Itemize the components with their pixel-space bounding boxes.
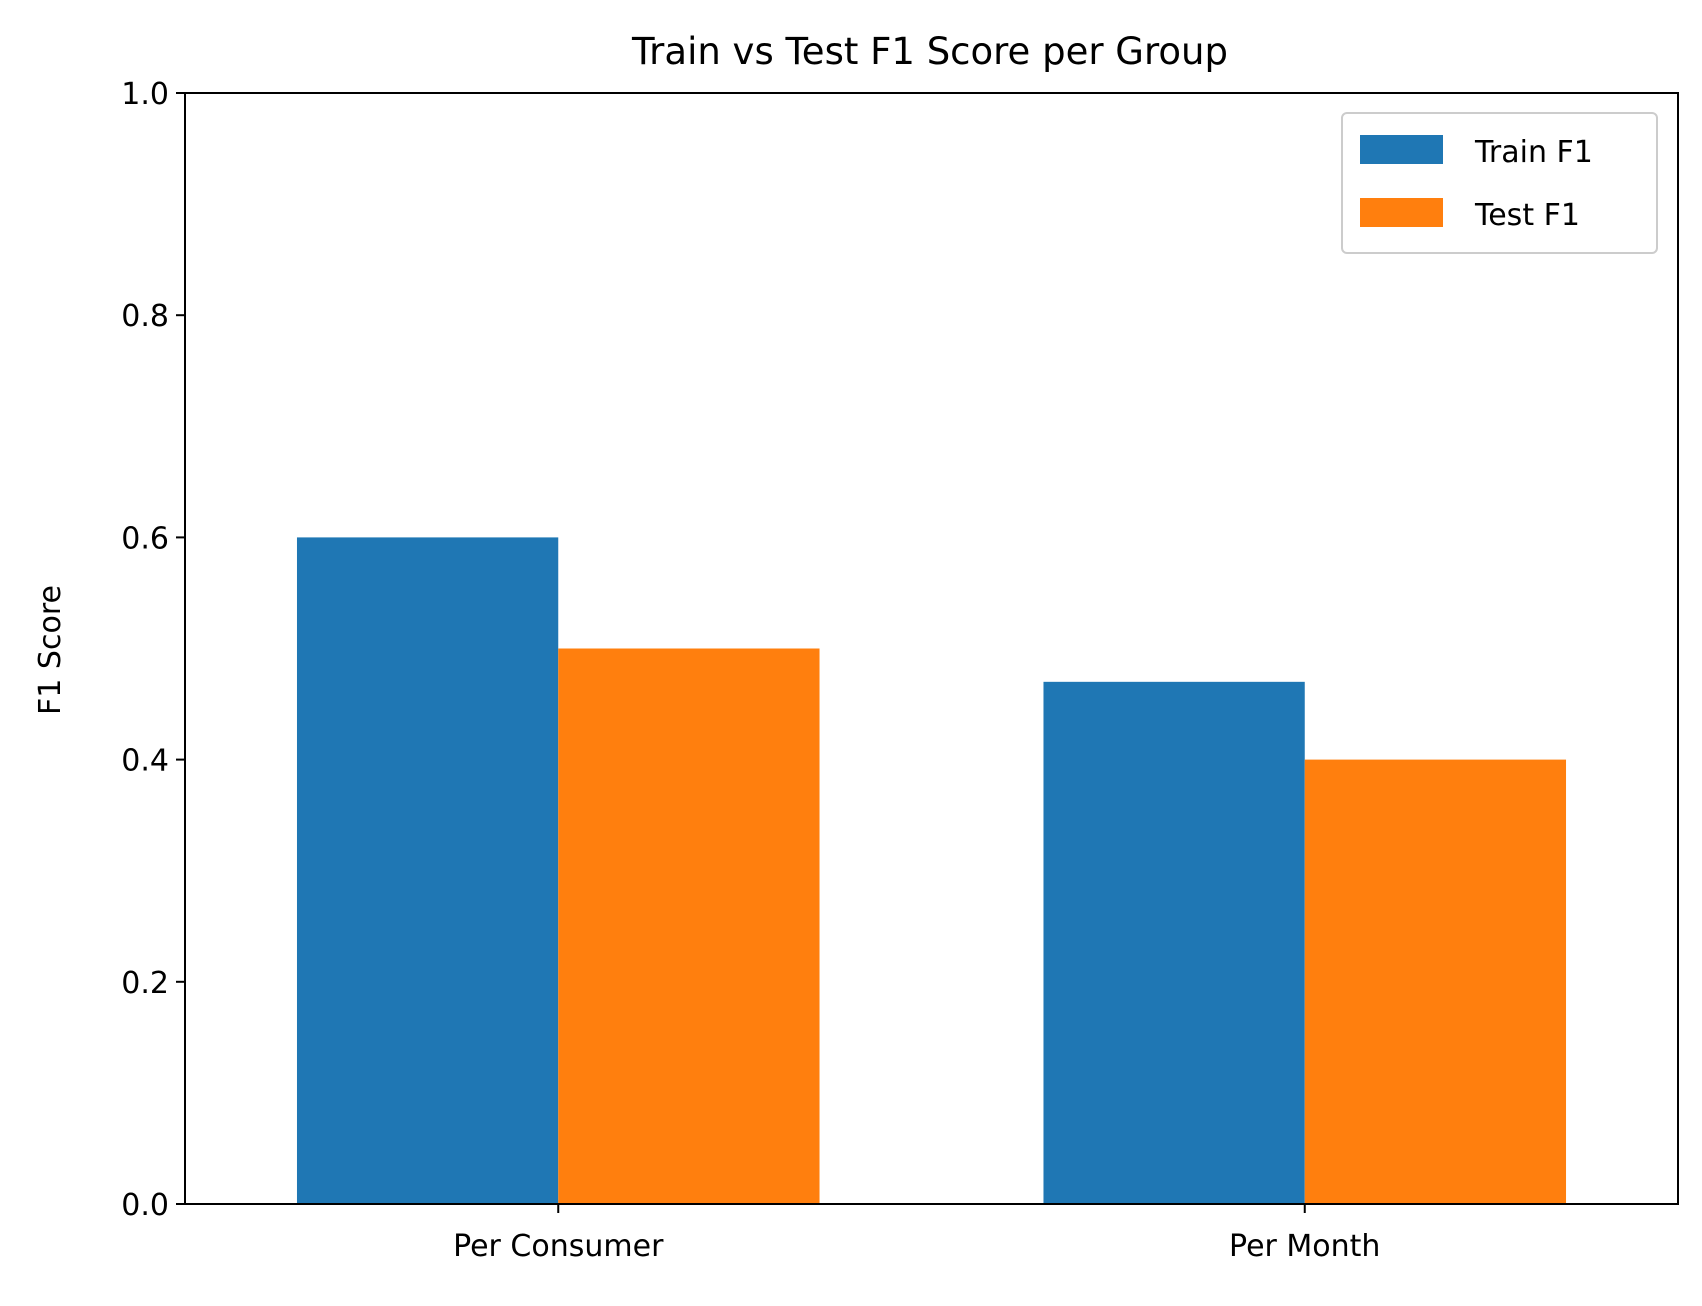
bar-test-0 <box>558 648 820 1204</box>
legend-swatch-train <box>1360 135 1443 164</box>
bar-train-1 <box>1043 681 1305 1204</box>
y-tick-label: 0.0 <box>121 1188 169 1223</box>
bar-test-1 <box>1304 759 1567 1204</box>
legend-swatch-test <box>1360 198 1443 227</box>
x-tick-label: Per Consumer <box>453 1229 664 1264</box>
ticks-layer: 0.0 0.2 0.4 0.6 0.8 1.0 Per Consumer Per Month <box>121 77 1380 1264</box>
y-tick-label: 0.2 <box>121 966 169 1001</box>
y-tick-label: 0.6 <box>121 521 169 556</box>
x-tick-label: Per Month <box>1229 1229 1380 1264</box>
y-tick-label: 0.8 <box>121 299 169 334</box>
chart-title: Train vs Test F1 Score per Group <box>631 30 1228 73</box>
legend-label-train: Train F1 <box>1474 135 1593 170</box>
bar-train-0 <box>296 537 559 1204</box>
legend-label-test: Test F1 <box>1474 198 1580 233</box>
y-tick-label: 0.4 <box>121 744 169 779</box>
plot-area-frame <box>184 92 1679 1205</box>
legend: Train F1 Test F1 <box>1341 112 1658 254</box>
y-axis-label: F1 Score <box>33 585 68 715</box>
bars-layer <box>296 537 1567 1204</box>
y-tick-label: 1.0 <box>121 77 169 112</box>
